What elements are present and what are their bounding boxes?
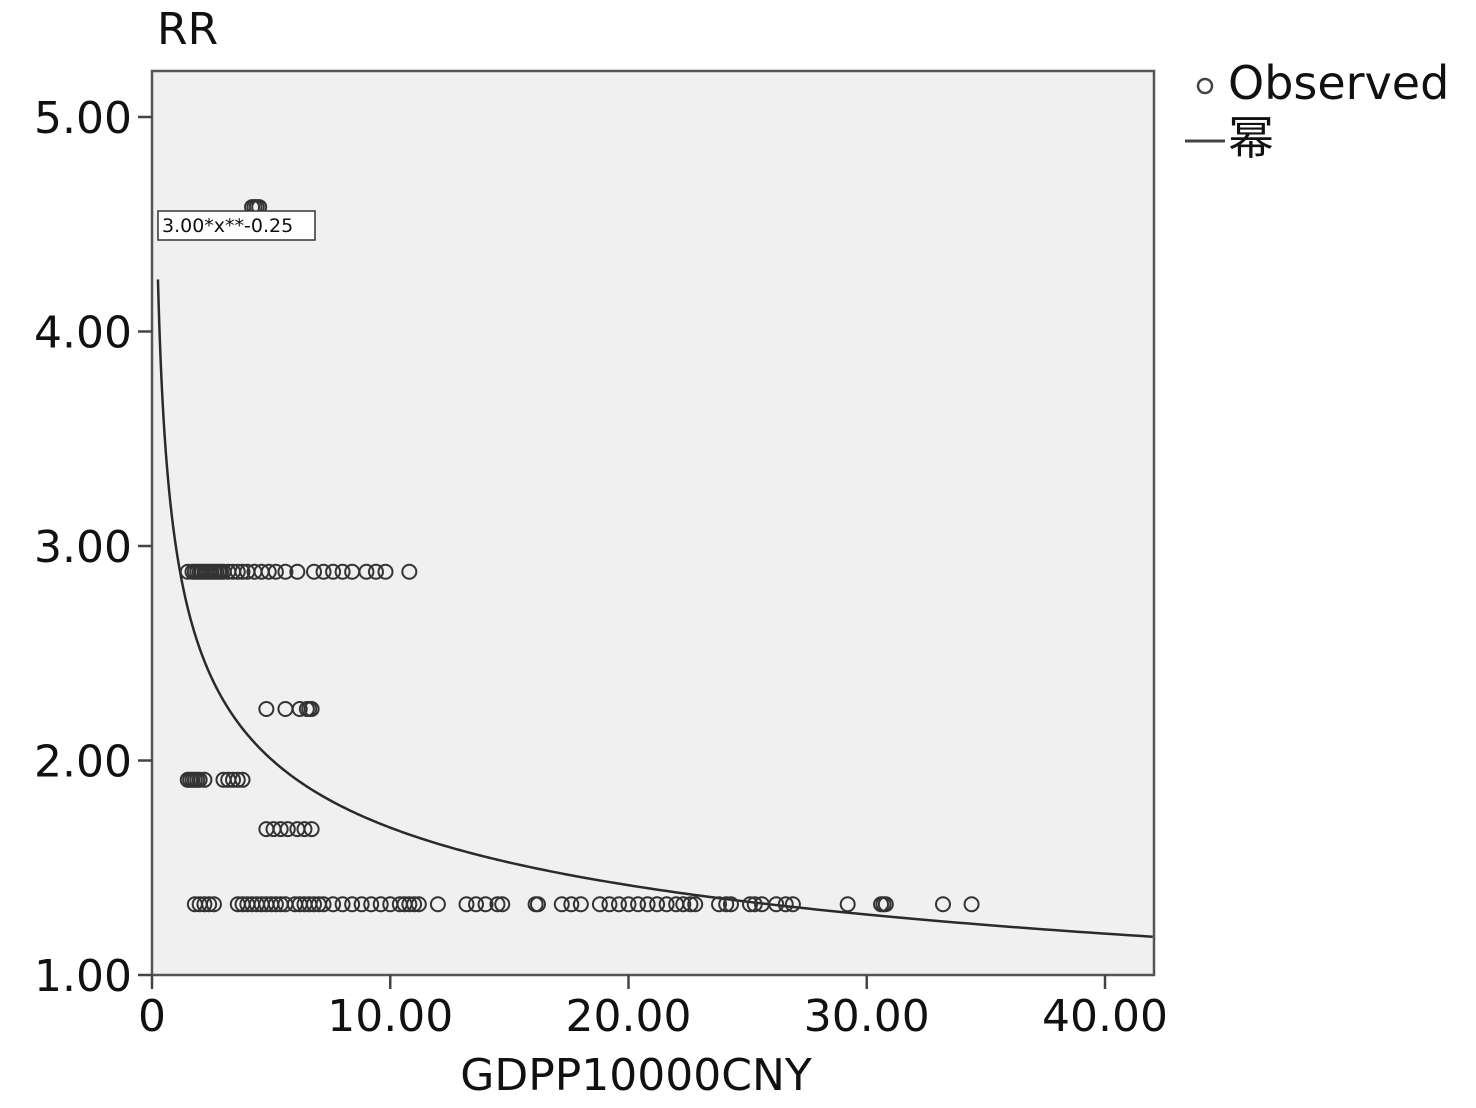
observed-point [639, 896, 656, 913]
observed-point [458, 896, 475, 913]
observed-point [258, 701, 275, 718]
observed-point [839, 896, 856, 913]
observed-point [591, 896, 608, 913]
equation-label: 3.00*x**-0.25 [162, 215, 293, 237]
observed-point [315, 563, 332, 580]
observed-point [291, 701, 308, 718]
observed-point [777, 896, 794, 913]
y-tick-label: 2.00 [34, 737, 132, 788]
observed-point [353, 896, 370, 913]
y-tick-label: 3.00 [34, 522, 132, 573]
observed-point [289, 563, 306, 580]
equation-box [157, 210, 316, 241]
observed-point [494, 896, 511, 913]
observed-point [303, 701, 320, 718]
observed-point [658, 896, 675, 913]
observed-point [277, 563, 294, 580]
y-tick-label: 1.00 [34, 951, 132, 1002]
observed-point [529, 896, 546, 913]
fit-curve [156, 279, 1153, 938]
observed-point [325, 563, 342, 580]
observed-point [401, 896, 418, 913]
x-tick-label: 0 [138, 991, 166, 1042]
observed-point [267, 563, 284, 580]
observed-point [429, 896, 446, 913]
observed-point [344, 896, 361, 913]
y-axis-title: RR [157, 4, 218, 55]
observed-point [260, 563, 277, 580]
y-tick-label: 4.00 [34, 308, 132, 359]
observed-point [267, 896, 284, 913]
observed-point [334, 896, 351, 913]
observed-point [325, 896, 342, 913]
observed-point [279, 821, 296, 838]
observed-point [296, 821, 313, 838]
observed-point [196, 896, 213, 913]
observed-point [201, 896, 218, 913]
observed-point [367, 563, 384, 580]
observed-point [687, 896, 704, 913]
observed-point [377, 563, 394, 580]
observed-point [191, 771, 208, 788]
observed-point [718, 896, 735, 913]
x-tick-label: 20.00 [566, 991, 692, 1042]
observed-point [784, 896, 801, 913]
observed-point [649, 896, 666, 913]
observed-point [746, 896, 763, 913]
observed-point [489, 896, 506, 913]
observed-points [179, 199, 980, 913]
observed-point [934, 896, 951, 913]
observed-point [358, 563, 375, 580]
legend-fit-label: 幂 [1228, 111, 1274, 165]
legend-observed-label: Observed [1228, 56, 1449, 110]
observed-point [477, 896, 494, 913]
observed-point [334, 563, 351, 580]
observed-point [630, 896, 647, 913]
observed-point [620, 896, 637, 913]
observed-point [205, 896, 222, 913]
legend: Observed 幂 [1185, 56, 1449, 165]
observed-point [234, 563, 251, 580]
x-axis: 0 10.00 20.00 30.00 40.00 [138, 975, 1168, 1042]
observed-point [363, 896, 380, 913]
plot-area [150, 69, 1156, 977]
observed-point [711, 896, 728, 913]
observed-point [234, 771, 251, 788]
observed-point [229, 771, 246, 788]
observed-point [610, 896, 627, 913]
observed-point [675, 896, 692, 913]
observed-point [963, 896, 980, 913]
observed-point [372, 896, 389, 913]
observed-point [553, 896, 570, 913]
observed-point [572, 896, 589, 913]
observed-point [303, 821, 320, 838]
observed-point [406, 896, 423, 913]
observed-point [722, 896, 739, 913]
observed-point [229, 563, 246, 580]
equation-label-box: 3.00*x**-0.25 [157, 210, 316, 241]
y-tick-label: 5.00 [34, 93, 132, 144]
x-tick-label: 10.00 [327, 991, 453, 1042]
observed-point [742, 896, 759, 913]
observed-point [306, 896, 323, 913]
observed-point [306, 563, 323, 580]
x-tick-label: 30.00 [804, 991, 930, 1042]
observed-point [315, 896, 332, 913]
observed-point [563, 896, 580, 913]
observed-point [601, 896, 618, 913]
observed-point [225, 771, 241, 788]
observed-point [877, 896, 894, 913]
observed-point [410, 896, 427, 913]
observed-point [768, 896, 785, 913]
legend-observed-marker [1196, 77, 1214, 95]
y-axis: 1.00 2.00 3.00 4.00 5.00 [34, 93, 152, 1002]
observed-point [468, 896, 485, 913]
observed-point [401, 563, 418, 580]
x-axis-title: GDPP10000CNY [460, 1050, 812, 1101]
observed-point [196, 771, 213, 788]
observed-point [272, 821, 289, 838]
observed-point [682, 896, 699, 913]
x-tick-label: 40.00 [1042, 991, 1168, 1042]
